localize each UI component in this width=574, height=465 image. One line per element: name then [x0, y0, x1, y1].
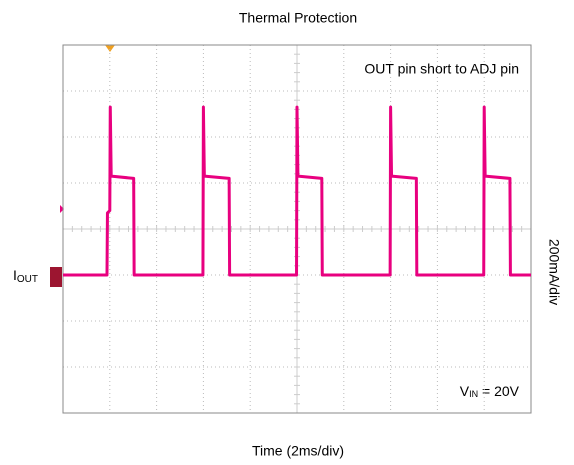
- condition-subscript: IN: [469, 389, 478, 399]
- y-axis-label: 200mA/div: [546, 239, 562, 305]
- condition-symbol: V: [460, 383, 470, 399]
- x-axis-label: Time (2ms/div): [252, 443, 344, 459]
- series-symbol: I: [13, 267, 17, 283]
- trace: [63, 105, 531, 277]
- annotation: OUT pin short to ADJ pin: [364, 61, 519, 77]
- level-marker: [60, 205, 64, 213]
- condition: VIN = 20V: [460, 383, 520, 400]
- series-label: IOUT: [13, 267, 38, 285]
- plot-border: [62, 44, 532, 414]
- condition-text: = 20V: [478, 383, 520, 399]
- chart-title: Thermal Protection: [239, 10, 357, 26]
- trigger-marker: [105, 45, 115, 52]
- series-subscript: OUT: [17, 274, 38, 285]
- channel-marker: [50, 267, 62, 287]
